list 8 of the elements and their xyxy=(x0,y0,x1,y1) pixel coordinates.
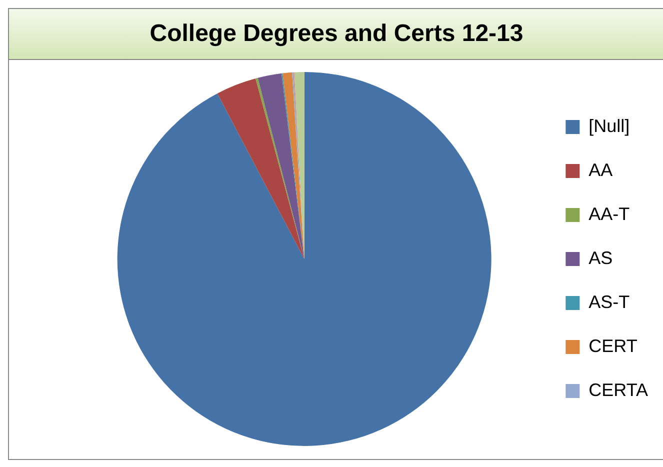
legend-label: CERTA xyxy=(588,380,648,400)
legend-label: CERT xyxy=(588,336,638,356)
legend-label: AA xyxy=(588,160,613,180)
legend-label: AS-T xyxy=(588,292,630,312)
legend-label: [Null] xyxy=(588,116,630,136)
legend-label: AA-T xyxy=(588,204,630,224)
chart-title: College Degrees and Certs 12-13 xyxy=(9,9,663,60)
legend-label: AS xyxy=(588,248,613,268)
